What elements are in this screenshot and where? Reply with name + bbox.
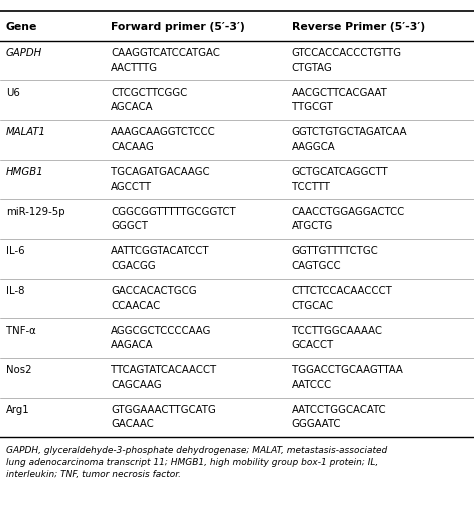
Text: HMGB1: HMGB1 (6, 167, 44, 177)
Text: AACTTTG: AACTTTG (111, 63, 158, 72)
Text: IL-8: IL-8 (6, 285, 24, 295)
Text: AGGCGCTCCCCAAG: AGGCGCTCCCCAAG (111, 325, 212, 335)
Text: AATCCC: AATCCC (292, 379, 332, 389)
Text: AAGACA: AAGACA (111, 339, 154, 349)
Text: TCCTTT: TCCTTT (292, 181, 329, 191)
Text: AATTCGGTACATCCT: AATTCGGTACATCCT (111, 246, 210, 256)
Text: GGGAATC: GGGAATC (292, 419, 341, 429)
Text: U6: U6 (6, 87, 19, 97)
Text: CAGTGCC: CAGTGCC (292, 261, 341, 270)
Text: AGCACA: AGCACA (111, 102, 154, 112)
Text: TGGACCTGCAAGTTAA: TGGACCTGCAAGTTAA (292, 365, 402, 374)
Text: CCAACАС: CCAACАС (111, 300, 161, 310)
Text: CAAGGTCATCCATGAC: CAAGGTCATCCATGAC (111, 48, 220, 58)
Text: miR-129-5p: miR-129-5p (6, 206, 64, 216)
Text: CTTCTCCACAACCCT: CTTCTCCACAACCCT (292, 285, 392, 295)
Text: GTCCACCACCCTGTTG: GTCCACCACCCTGTTG (292, 48, 401, 58)
Text: Reverse Primer (5′-3′): Reverse Primer (5′-3′) (292, 22, 425, 32)
Text: GAPDH: GAPDH (6, 48, 42, 58)
Text: Gene: Gene (6, 22, 37, 32)
Text: AATCCTGGCACATC: AATCCTGGCACATC (292, 404, 386, 414)
Text: CTCGCTTCGGC: CTCGCTTCGGC (111, 87, 188, 97)
Text: GCACCT: GCACCT (292, 339, 334, 349)
Text: Forward primer (5′-3′): Forward primer (5′-3′) (111, 22, 245, 32)
Text: TCCTTGGCAAAAC: TCCTTGGCAAAAC (292, 325, 382, 335)
Text: TGCAGATGACAAGC: TGCAGATGACAAGC (111, 167, 210, 177)
Text: CGGCGGTTTTTGCGGTCT: CGGCGGTTTTTGCGGTCT (111, 206, 236, 216)
Text: AAGGCA: AAGGCA (292, 141, 335, 152)
Text: ATGCTG: ATGCTG (292, 221, 333, 231)
Text: GCTGCATCAGGCTT: GCTGCATCAGGCTT (292, 167, 388, 177)
Text: GGTTGTTTTCTGC: GGTTGTTTTCTGC (292, 246, 378, 256)
Text: TTGCGT: TTGCGT (292, 102, 332, 112)
Text: GGTCTGTGCTAGATCAA: GGTCTGTGCTAGATCAA (292, 127, 407, 137)
Text: Nos2: Nos2 (6, 365, 31, 374)
Text: TTCAGTATCACAACCT: TTCAGTATCACAACCT (111, 365, 217, 374)
Text: IL-6: IL-6 (6, 246, 24, 256)
Text: TNF-α: TNF-α (6, 325, 36, 335)
Text: CAACCTGGAGGACTCC: CAACCTGGAGGACTCC (292, 206, 405, 216)
Text: AACGCTTCACGAAT: AACGCTTCACGAAT (292, 87, 387, 97)
Text: AGCCTT: AGCCTT (111, 181, 152, 191)
Text: CTGCAC: CTGCAC (292, 300, 334, 310)
Text: GACCACACTGCG: GACCACACTGCG (111, 285, 197, 295)
Text: CTGTAG: CTGTAG (292, 63, 332, 72)
Text: CACAAG: CACAAG (111, 141, 154, 152)
Text: Arg1: Arg1 (6, 404, 29, 414)
Text: MALAT1: MALAT1 (6, 127, 46, 137)
Text: GGGCT: GGGCT (111, 221, 148, 231)
Text: GTGGAAACTTGCATG: GTGGAAACTTGCATG (111, 404, 216, 414)
Text: AAAGCAAGGTCTCCC: AAAGCAAGGTCTCCC (111, 127, 216, 137)
Text: GACAAC: GACAAC (111, 419, 154, 429)
Text: CAGCAAG: CAGCAAG (111, 379, 162, 389)
Text: CGACGG: CGACGG (111, 261, 156, 270)
Text: GAPDH, glyceraldehyde-3-phosphate dehydrogenase; MALAT, metastasis-associated
lu: GAPDH, glyceraldehyde-3-phosphate dehydr… (6, 445, 387, 478)
